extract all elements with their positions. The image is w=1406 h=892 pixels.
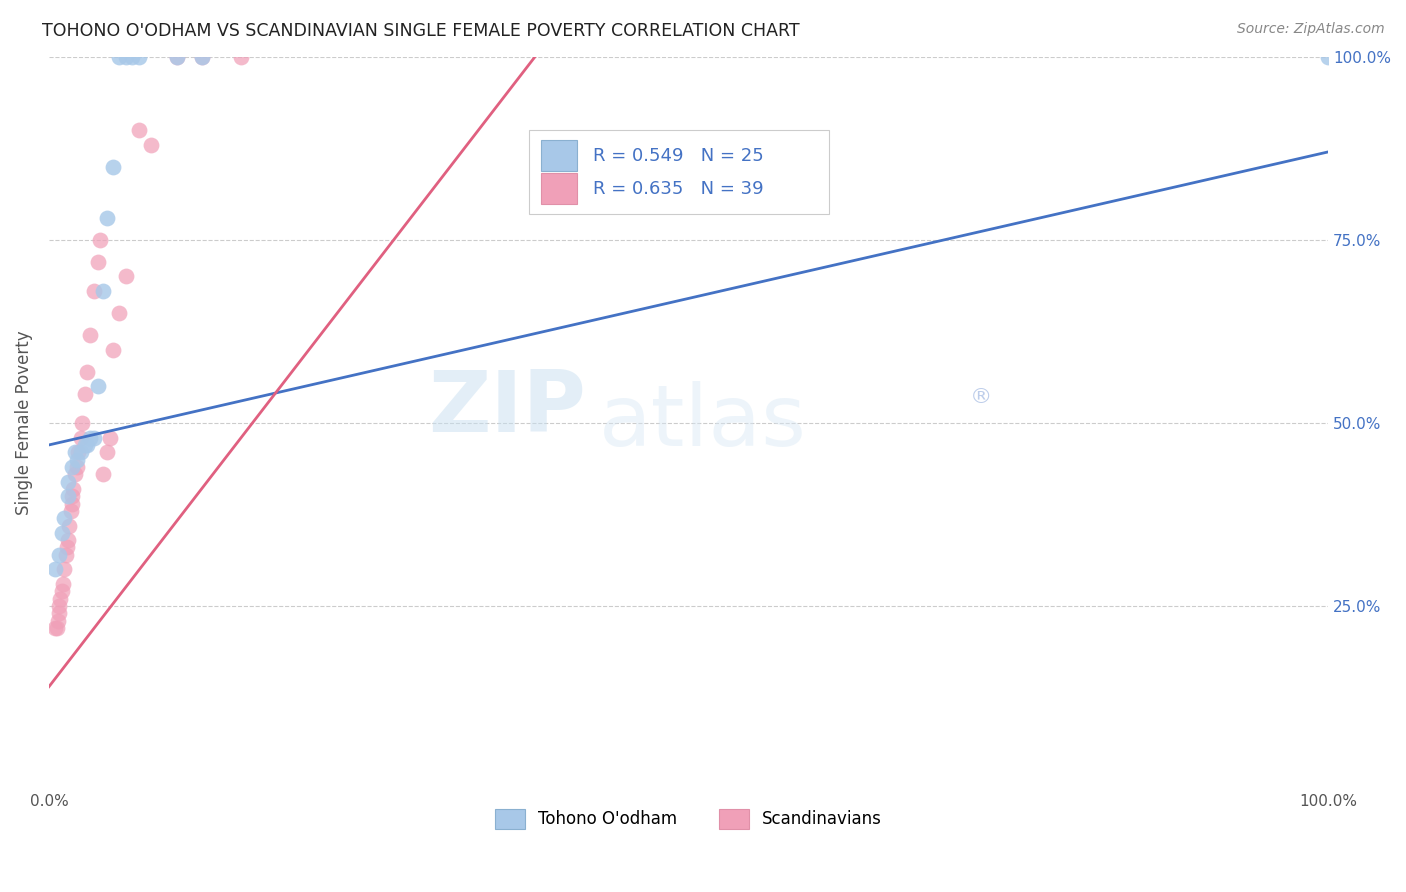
Point [63,445,86,459]
Text: ZIP: ZIP [429,367,586,450]
Point [128,123,150,137]
Point [60,489,83,503]
Point [86,379,108,393]
Point [48,548,70,562]
Point [108,50,131,64]
Legend: Tohono O'odham, Scandinavians: Tohono O'odham, Scandinavians [488,802,889,836]
Y-axis label: Single Female Poverty: Single Female Poverty [15,331,32,516]
Point [70,431,93,445]
Point [62,482,84,496]
Point [101,343,124,357]
Point [59,504,82,518]
Point [83,431,105,445]
Text: TOHONO O'ODHAM VS SCANDINAVIAN SINGLE FEMALE POVERTY CORRELATION CHART: TOHONO O'ODHAM VS SCANDINAVIAN SINGLE FE… [42,22,800,40]
Point [58,518,80,533]
Point [166,50,188,64]
Point [96,211,118,225]
Point [91,467,114,482]
Point [63,467,86,482]
Point [46,614,69,628]
Point [48,607,70,621]
Point [56,475,79,489]
Point [108,306,131,320]
Bar [541,173,578,204]
Point [100,431,122,445]
Text: Source: ZipAtlas.com: Source: ZipAtlas.com [1237,22,1385,37]
Point [83,284,105,298]
Point [70,445,93,459]
Point [51,525,73,540]
Point [45,621,67,635]
Point [51,584,73,599]
Point [49,591,72,606]
Point [76,438,98,452]
Point [191,50,214,64]
Point [191,50,214,64]
Point [79,328,101,343]
Point [141,137,163,152]
Point [89,233,111,247]
Point [44,562,66,576]
Point [76,365,98,379]
Point [101,160,124,174]
Point [128,50,150,64]
Point [121,50,143,64]
Point [60,459,83,474]
Point [67,445,90,459]
Point [166,50,188,64]
Point [56,533,79,548]
Point [114,269,136,284]
Point [66,459,89,474]
Point [53,562,76,576]
Point [44,621,66,635]
Point [60,496,83,510]
Text: R = 0.635   N = 39: R = 0.635 N = 39 [592,179,763,197]
Point [48,599,70,613]
Point [56,489,79,503]
Bar [541,140,578,171]
Point [96,445,118,459]
Point [114,50,136,64]
Text: R = 0.549   N = 25: R = 0.549 N = 25 [592,146,763,164]
Point [86,254,108,268]
Point [53,511,76,525]
Text: ®: ® [970,387,993,408]
Point [52,577,75,591]
FancyBboxPatch shape [529,130,830,214]
Point [1317,50,1340,64]
Point [66,452,89,467]
Point [79,431,101,445]
Point [91,284,114,298]
Text: atlas: atlas [599,382,807,465]
Point [229,50,252,64]
Point [56,541,79,555]
Point [70,416,93,430]
Point [55,548,77,562]
Point [73,438,96,452]
Point [73,386,96,401]
